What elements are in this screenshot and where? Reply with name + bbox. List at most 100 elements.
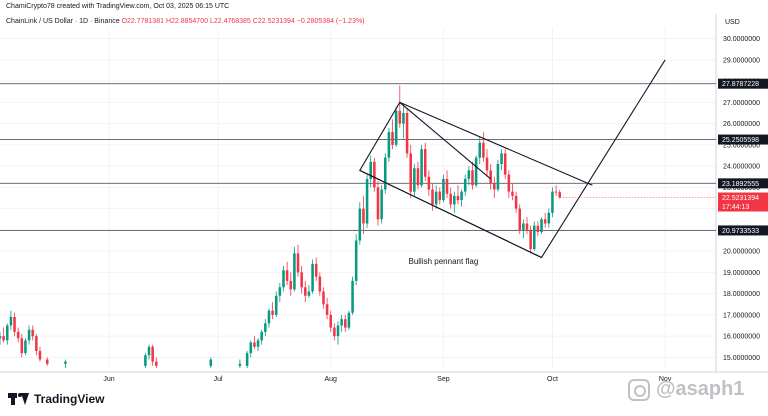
candle-body (416, 168, 420, 186)
candle-body (253, 342, 256, 347)
candle-body (485, 157, 489, 171)
candle-body (24, 340, 27, 354)
candle-body (427, 176, 431, 190)
candle-body (413, 168, 416, 192)
candle-body (0, 336, 2, 339)
level-price-tag (718, 178, 768, 189)
candle-body (260, 331, 263, 341)
y-tick-label: 29.0000000 (723, 57, 760, 64)
candle-body (209, 359, 213, 366)
candle-body (394, 110, 398, 145)
y-tick-label: 17.0000000 (723, 312, 760, 319)
candle-body (518, 208, 522, 230)
candle-body (398, 110, 402, 124)
pattern-annotation: Bullish pennant flag (408, 257, 478, 266)
candle-body (500, 153, 503, 164)
candle-body (445, 178, 449, 194)
x-tick-label: Jun (103, 376, 114, 383)
x-tick-label: Aug (325, 376, 338, 383)
candle-body (325, 304, 329, 315)
candle-body (369, 161, 372, 179)
candle-body (5, 325, 9, 341)
y-tick-label: 15.0000000 (723, 355, 760, 362)
ohlc-low: L22.4768385 (209, 18, 251, 25)
candle-body (362, 208, 365, 224)
candle-body (365, 178, 369, 224)
tradingview-logo-text: TradingView (34, 392, 105, 406)
level-price-tag (718, 78, 768, 89)
y-tick-label: 18.0000000 (723, 291, 760, 298)
watermark-handle: @asaph1 (656, 378, 745, 400)
candle-body (340, 319, 343, 326)
candle-body (493, 183, 496, 190)
candle-body (20, 338, 24, 354)
candle-body (347, 312, 351, 328)
candle-body (471, 170, 474, 186)
symbol-title[interactable]: ChainLink / US Dollar · 1D · Binance (6, 18, 120, 25)
candle-body (144, 355, 147, 366)
candle-body (278, 287, 282, 296)
candle-body (45, 359, 49, 364)
ohlc-change: −0.2805384 (−1.23%) (296, 18, 365, 25)
author-watermark: @asaph1 (628, 378, 744, 401)
candle-body (522, 223, 525, 230)
candle-body (474, 157, 478, 186)
candle-body (333, 327, 336, 337)
candle-body (329, 314, 333, 328)
candle-body (274, 295, 278, 315)
candle-body (322, 291, 325, 305)
x-tick-label: Oct (547, 376, 558, 383)
y-tick-label: 19.0000000 (723, 270, 760, 277)
x-tick-label: Nov (659, 376, 672, 383)
current-price-tag (718, 192, 768, 212)
candle-body (489, 170, 492, 184)
candle-body (405, 113, 409, 154)
y-tick-label: 16.0000000 (723, 334, 760, 341)
candle-body (380, 189, 383, 220)
y-tick-label: 20.0000000 (723, 249, 760, 256)
ohlc-close: C22.5231394 (252, 18, 295, 25)
candle-body (554, 191, 558, 193)
candle-body (147, 346, 151, 356)
y-tick-label: 23.0000000 (723, 185, 760, 192)
tradingview-logo[interactable]: TradingView (8, 392, 104, 406)
candle-body (151, 346, 154, 362)
candle-body (296, 253, 300, 273)
candle-body (551, 191, 554, 213)
level-price-label: 27.8787228 (722, 81, 759, 88)
candle-body (536, 225, 540, 232)
candle-body (35, 336, 38, 351)
trendline-projection (359, 59, 666, 259)
candle-body (282, 270, 285, 288)
instagram-icon (628, 378, 650, 401)
candle-body (507, 174, 511, 192)
candle-body (503, 153, 507, 175)
trendline-upper-channel (399, 101, 593, 186)
symbol-info-row: ChainLink / US Dollar · 1D · Binance O22… (6, 18, 365, 25)
candle-body (529, 229, 532, 249)
candle-body (249, 342, 253, 354)
candle-body (533, 225, 536, 249)
level-price-label: 25.2505598 (722, 137, 759, 144)
candle-body (453, 195, 456, 205)
candle-body (391, 132, 394, 145)
candle-body (547, 212, 551, 224)
level-price-tag (718, 134, 768, 145)
candle-body (13, 317, 16, 332)
candle-body (16, 331, 20, 339)
level-price-tag (718, 225, 768, 236)
candle-body (449, 193, 452, 205)
candle-body (514, 195, 518, 209)
candle-body (387, 132, 391, 158)
candle-body (482, 142, 485, 158)
candle-body (155, 361, 158, 366)
current-price-label: 22.5231394 (722, 195, 759, 202)
candle-body (285, 270, 289, 281)
candle-body (456, 195, 460, 201)
candle-body (543, 219, 547, 224)
candle-body (383, 157, 387, 190)
currency-label[interactable]: USD (725, 19, 740, 26)
candle-body (358, 208, 362, 241)
y-tick-label: 30.0000000 (723, 36, 760, 43)
